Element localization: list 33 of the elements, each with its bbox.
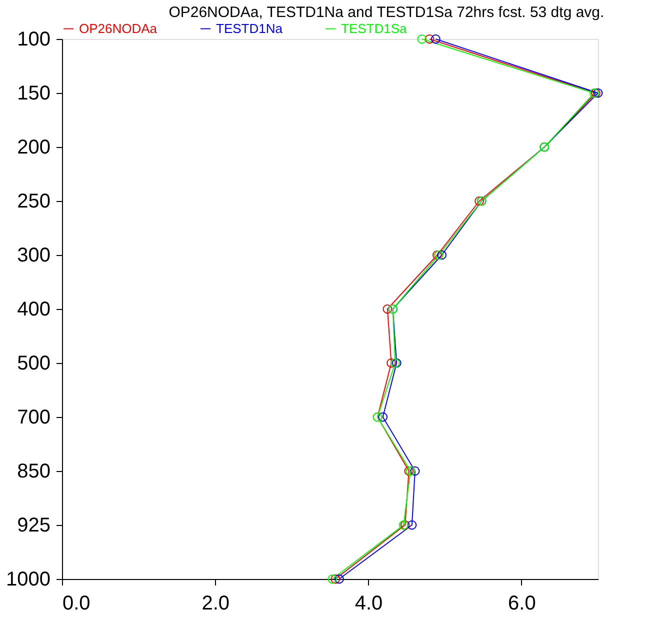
chart-title: OP26NODAa, TESTD1Na and TESTD1Sa 72hrs fcst. 53 dtg avg. bbox=[168, 4, 604, 21]
y-tick-label: 250 bbox=[17, 190, 50, 212]
point bbox=[386, 358, 396, 368]
text: OP26NODAa bbox=[79, 20, 158, 36]
y-tick-label: 150 bbox=[17, 82, 50, 104]
y-tick-label: 300 bbox=[17, 244, 50, 266]
point bbox=[334, 574, 344, 584]
point bbox=[328, 574, 337, 584]
point bbox=[474, 196, 484, 206]
y-tick-label: 850 bbox=[17, 460, 50, 482]
y-tick-label: 700 bbox=[17, 406, 50, 428]
y-tick-label: 500 bbox=[17, 352, 50, 374]
point bbox=[437, 250, 446, 260]
y-tick-label: 200 bbox=[17, 136, 50, 158]
legend-label: TESTD1Sa bbox=[341, 20, 408, 36]
point bbox=[417, 34, 427, 44]
point bbox=[378, 412, 388, 422]
point bbox=[382, 304, 392, 314]
y-tick-label: 1000 bbox=[6, 568, 50, 590]
y-tick-label: 100 bbox=[17, 28, 50, 50]
point bbox=[424, 34, 434, 44]
point bbox=[410, 466, 420, 476]
x-tick-label: 0.0 bbox=[62, 592, 90, 614]
point bbox=[430, 34, 440, 44]
point bbox=[593, 88, 603, 98]
y-tick-label: 925 bbox=[17, 514, 50, 536]
x-tick-label: 6.0 bbox=[508, 592, 536, 614]
point bbox=[407, 520, 417, 530]
x-tick-label: 2.0 bbox=[202, 592, 230, 614]
point bbox=[330, 574, 340, 584]
legend-label: TESTD1Na bbox=[216, 20, 284, 36]
x-tick-label: 4.0 bbox=[354, 592, 383, 614]
y-tick-label: 400 bbox=[17, 298, 50, 320]
